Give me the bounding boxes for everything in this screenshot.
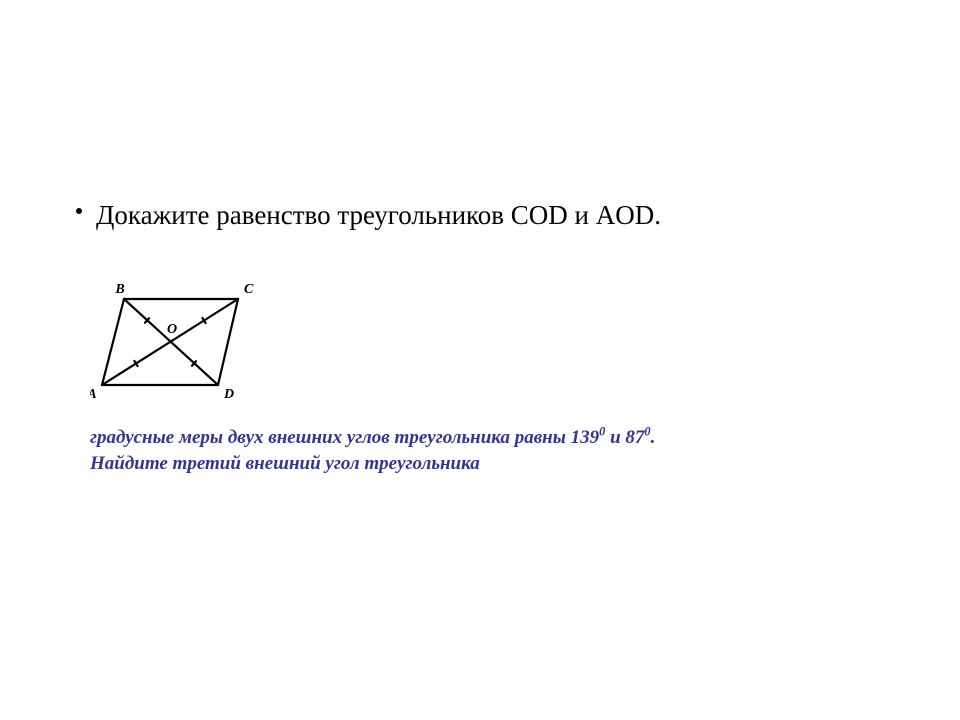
slide: Докажите равенство треугольников COD и A… (0, 0, 960, 720)
subtask-line2: Найдите третий внешний угол треугольника (90, 453, 480, 474)
subtask-text: градусные меры двух внешних углов треуго… (90, 425, 910, 476)
svg-text:A: A (90, 387, 97, 402)
main-statement-text: Докажите равенство треугольников COD и A… (96, 200, 661, 230)
svg-text:C: C (244, 282, 254, 297)
svg-text:O: O (167, 322, 177, 337)
subtask-line1-post: . (651, 427, 656, 448)
svg-text:B: B (114, 282, 124, 297)
svg-text:D: D (223, 387, 234, 402)
main-statement: Докажите равенство треугольников COD и A… (96, 198, 896, 233)
subtask-line1-pre: градусные меры двух внешних углов треуго… (90, 427, 599, 448)
subtask-line1-mid: и 87 (605, 427, 644, 448)
parallelogram-diagram: A B C D O (90, 277, 263, 407)
bullet-icon (76, 208, 82, 214)
